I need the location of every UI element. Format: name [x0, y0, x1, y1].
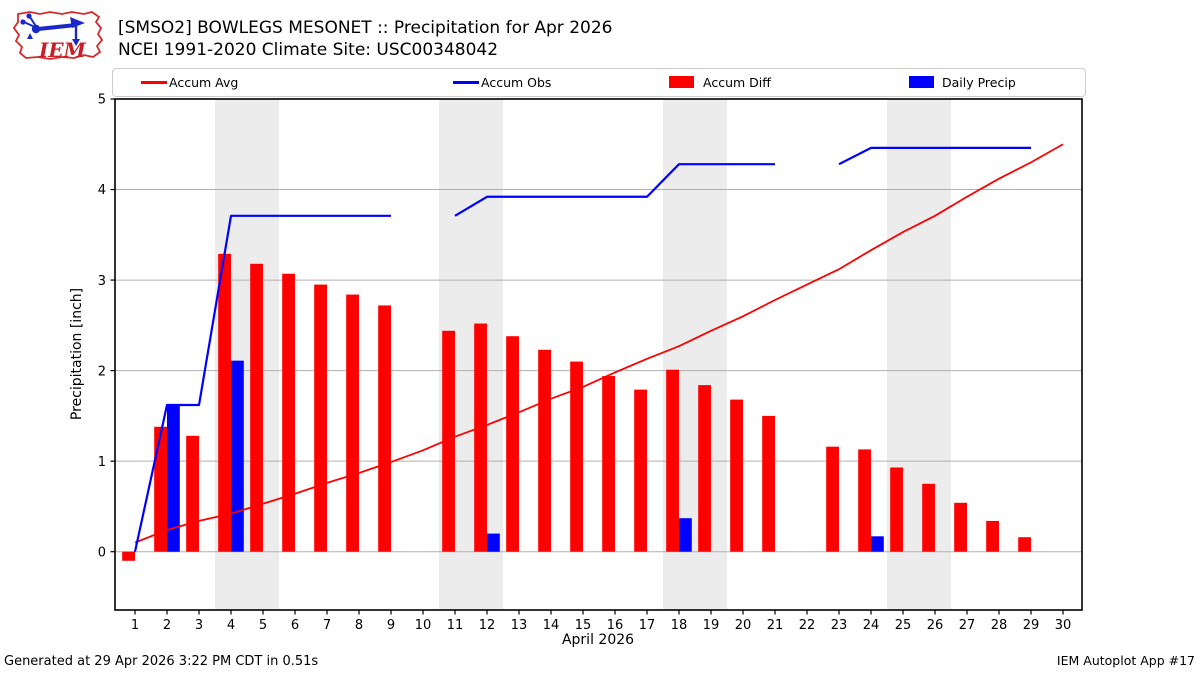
weather-vane-icon [20, 13, 85, 46]
accum-diff-bar [570, 361, 583, 552]
accum-diff-bars [122, 253, 1031, 561]
x-tick-label: 24 [863, 618, 880, 633]
x-tick-label: 30 [1055, 618, 1072, 633]
x-tick-label: 19 [703, 618, 720, 633]
x-tick-label: 1 [131, 618, 139, 633]
x-tick-label: 2 [163, 618, 171, 633]
x-tick-label: 23 [831, 618, 848, 633]
accum-diff-bar [250, 263, 263, 552]
daily-precip-bar [679, 518, 692, 552]
daily-precip-bar [871, 536, 884, 552]
x-tick-label: 13 [511, 618, 528, 633]
plot-border [114, 98, 1083, 611]
iem-logo-text: IEM [38, 38, 87, 62]
app-credit: IEM Autoplot App #17 [1056, 653, 1195, 668]
accum-diff-bar [954, 502, 967, 552]
daily-precip-bar [231, 360, 244, 552]
accum-diff-bar [634, 389, 647, 552]
y-tick-label: 1 [98, 455, 106, 470]
daily-precip-label: Daily Precip [942, 75, 1016, 90]
accum-avg-line [134, 143, 1064, 544]
x-tick-label: 28 [991, 618, 1008, 633]
accum-avg-swatch [141, 81, 167, 84]
daily-precip-swatch [909, 76, 934, 88]
accum-diff-bar [858, 449, 871, 552]
accum-diff-bar [314, 284, 327, 552]
y-tick-label: 3 [98, 274, 106, 289]
y-tick-label: 5 [98, 93, 106, 108]
x-tick-label: 9 [387, 618, 395, 633]
accum-obs-line [133, 146, 1031, 552]
accum-diff-swatch [669, 76, 694, 88]
chart-subtitle: NCEI 1991-2020 Climate Site: USC00348042 [118, 40, 499, 60]
accum-diff-bar [442, 330, 455, 552]
accum-diff-bar [218, 253, 231, 552]
accum-diff-bar [378, 305, 391, 552]
accum-diff-bar [346, 294, 359, 552]
x-tick-label: 20 [735, 618, 752, 633]
x-tick-label: 17 [639, 618, 656, 633]
chart-title: [SMSO2] BOWLEGS MESONET :: Precipitation… [118, 18, 613, 38]
daily-precip-bar [167, 405, 180, 552]
accum-diff-bar [506, 336, 519, 552]
daily-precip-bar [487, 533, 500, 552]
x-tick-label: 25 [895, 618, 912, 633]
x-tick-label: 10 [415, 618, 432, 633]
generated-timestamp: Generated at 29 Apr 2026 3:22 PM CDT in … [4, 654, 319, 669]
accum-diff-bar [154, 426, 167, 552]
x-tick-label: 14 [543, 618, 560, 633]
accum-diff-bar [1018, 537, 1031, 552]
y-tick-label: 0 [98, 545, 106, 560]
y-tick-label: 2 [98, 364, 106, 379]
accum-diff-bar [826, 446, 839, 552]
accum-diff-bar [730, 399, 743, 552]
accum-diff-bar [666, 369, 679, 552]
x-tick-label: 27 [959, 618, 976, 633]
x-axis-label: April 2026 [561, 632, 635, 648]
x-tick-label: 11 [447, 618, 464, 633]
accum-diff-bar [986, 520, 999, 552]
accum-obs-segment [454, 163, 775, 217]
y-axis-label: Precipitation [inch] [69, 287, 85, 421]
x-tick-label: 8 [355, 618, 363, 633]
accum-diff-bar [538, 349, 551, 552]
accum-diff-bar [698, 385, 711, 552]
y-tick-label: 4 [98, 183, 106, 198]
x-tick-label: 7 [323, 618, 331, 633]
accum-diff-bar [922, 483, 935, 552]
x-tick-label: 21 [767, 618, 784, 633]
x-tick-label: 16 [607, 618, 624, 633]
accum-diff-bar [602, 376, 615, 552]
y-axis-ticks: 0 1 2 3 4 5 [98, 93, 115, 560]
x-tick-label: 26 [927, 618, 944, 633]
accum-obs-segment [838, 146, 1031, 166]
x-tick-label: 4 [227, 618, 235, 633]
accum-diff-bar [474, 323, 487, 552]
accum-obs-segment [133, 214, 391, 552]
accum-diff-bar [122, 551, 135, 561]
x-tick-label: 12 [479, 618, 496, 633]
accum-diff-bar [890, 467, 903, 552]
accum-obs-label: Accum Obs [481, 75, 552, 90]
iem-logo: IEM [12, 11, 104, 62]
accum-diff-label: Accum Diff [703, 75, 771, 90]
x-tick-label: 5 [259, 618, 267, 633]
x-tick-label: 22 [799, 618, 816, 633]
x-axis-ticks: 1 2 3 4 5 6 7 8 9 10 11 12 13 14 15 16 17 18 19 20 21 22 23 24 2… [131, 610, 1071, 633]
legend: Accum Avg Accum Obs Accum Diff Daily Pre… [112, 68, 1086, 97]
accum-diff-bar [186, 435, 199, 552]
accum-avg-label: Accum Avg [169, 75, 239, 90]
accum-diff-bar [762, 415, 775, 552]
x-tick-label: 6 [291, 618, 299, 633]
iowa-outline-icon [12, 11, 104, 60]
x-tick-label: 18 [671, 618, 688, 633]
accum-diff-bar [282, 273, 295, 552]
x-tick-label: 15 [575, 618, 592, 633]
x-tick-label: 3 [195, 618, 203, 633]
daily-precip-bars [167, 360, 884, 552]
accum-obs-swatch [453, 81, 479, 84]
x-tick-label: 29 [1023, 618, 1040, 633]
